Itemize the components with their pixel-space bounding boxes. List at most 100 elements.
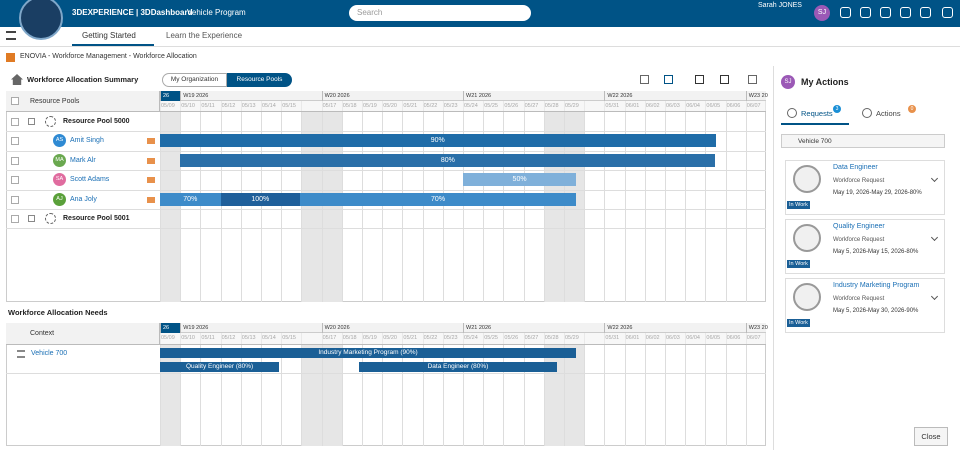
tab[interactable]: Learn the Experience: [166, 31, 243, 40]
card-title[interactable]: Data Engineer: [833, 164, 878, 171]
card-type: Workforce Request: [833, 296, 885, 302]
card-detail: May 5, 2026-May 15, 2026-80%: [833, 249, 919, 255]
person-link[interactable]: Scott Adams: [70, 176, 110, 184]
day-row: [160, 101, 766, 112]
week-label: W23 20: [745, 323, 770, 333]
week-label: W22 2026: [604, 91, 634, 101]
toolbar-icon[interactable]: [880, 7, 891, 18]
day-cell: [685, 333, 705, 446]
week-label: W21 2026: [463, 91, 493, 101]
person-link[interactable]: Mark Alr: [70, 156, 96, 164]
row-checkbox[interactable]: [11, 118, 19, 126]
row-checkbox[interactable]: [11, 137, 19, 146]
week-label: W20 2026: [321, 91, 352, 101]
search[interactable]: Search: [349, 5, 531, 21]
person-link[interactable]: Amit Singh: [70, 137, 104, 145]
header-checkbox[interactable]: [11, 97, 19, 105]
view-icon[interactable]: [695, 75, 704, 84]
allocation-bar[interactable]: 80%: [180, 153, 716, 167]
card-title[interactable]: Industry Marketing Program: [833, 282, 920, 289]
card-detail: May 5, 2026-May 30, 2026-90%: [833, 308, 919, 314]
view-icon[interactable]: [748, 75, 757, 84]
breadcrumb: ENOVIA - Workforce Management - Workforc…: [20, 53, 197, 60]
day-cell: [483, 333, 503, 446]
card-type: Workforce Request: [833, 237, 885, 243]
row-checkbox[interactable]: [11, 195, 19, 204]
allocation-bar[interactable]: 90%: [160, 134, 716, 148]
panel-tab[interactable]: Actions: [876, 109, 901, 118]
view-icon[interactable]: [664, 75, 673, 84]
day-cell: [341, 333, 362, 446]
shaded-column: [321, 345, 342, 446]
day-cell: [301, 333, 321, 446]
day-cell: [665, 101, 685, 302]
day-cell: [745, 333, 766, 446]
day-cell: [624, 101, 645, 302]
allocation-bar[interactable]: 70%: [160, 192, 221, 206]
day-cell: [584, 101, 604, 302]
need-bar[interactable]: Quality Engineer (80%): [160, 362, 280, 372]
assign-icon[interactable]: [147, 138, 155, 145]
day-row: [160, 333, 766, 345]
group-header[interactable]: Vehicle 700: [781, 134, 945, 148]
expand-toggle[interactable]: [28, 118, 35, 125]
toolbar-icon[interactable]: [920, 7, 931, 18]
toolbar-icon[interactable]: [860, 7, 871, 18]
day-cell: [200, 333, 220, 446]
week-label: W22 2026: [604, 323, 634, 333]
row-checkbox[interactable]: [11, 156, 19, 165]
view-icon[interactable]: [640, 75, 649, 84]
day-cell: [543, 333, 564, 446]
user-avatar[interactable]: SJ: [814, 5, 830, 21]
allocation-bar[interactable]: 70%: [299, 192, 577, 206]
day-cell: [160, 333, 180, 446]
tab[interactable]: Getting Started: [82, 31, 136, 40]
toggle[interactable]: My Organization: [162, 73, 227, 87]
assign-icon[interactable]: [147, 157, 155, 164]
toolbar-icon[interactable]: [900, 7, 911, 18]
card-detail: May 19, 2026-May 29, 2026-80%: [833, 190, 922, 196]
card-icon: [793, 224, 821, 252]
card-icon: [793, 165, 821, 193]
day-cell: [523, 333, 544, 446]
week-label: W19 2026: [180, 91, 210, 101]
person-link[interactable]: Ana Joly: [70, 195, 97, 203]
row-line: [6, 131, 766, 133]
context-link[interactable]: Vehicle 700: [31, 350, 68, 357]
day-cell: [604, 333, 624, 446]
tab-underline: [72, 44, 154, 46]
row-line: [6, 373, 766, 374]
day-cell: [402, 333, 422, 446]
toggle[interactable]: Resource Pools: [227, 73, 292, 87]
allocation-bar[interactable]: 50%: [463, 173, 577, 187]
day-cell: [725, 101, 746, 302]
assign-icon[interactable]: [147, 196, 155, 203]
expand-toggle[interactable]: [28, 215, 35, 222]
day-cell: [705, 333, 725, 446]
view-icon[interactable]: [720, 75, 729, 84]
panel-title: My Actions: [801, 77, 849, 87]
row-checkbox[interactable]: [11, 176, 19, 185]
shaded-column: [160, 112, 181, 302]
day-cell: [644, 333, 665, 446]
assign-icon[interactable]: [147, 177, 155, 184]
menu-icon[interactable]: [6, 31, 16, 40]
app-name: Vehicle Program: [187, 8, 246, 17]
row-checkbox[interactable]: [11, 215, 19, 223]
need-bar[interactable]: Data Engineer (80%): [358, 362, 557, 372]
row-line: [6, 170, 766, 172]
allocation-bar[interactable]: 100%: [220, 192, 300, 206]
need-bar[interactable]: Industry Marketing Program (90%): [160, 348, 577, 358]
panel-tab-icon: [862, 108, 872, 118]
toolbar-icon[interactable]: [942, 7, 953, 18]
panel-tab[interactable]: Requests: [801, 109, 833, 118]
close-button[interactable]: Close: [914, 427, 948, 446]
avatar: SA: [53, 173, 66, 187]
week-label: W19 2026: [180, 323, 210, 333]
day-cell: [180, 333, 200, 446]
toolbar-icon[interactable]: [840, 7, 851, 18]
card-title[interactable]: Quality Engineer: [833, 223, 885, 230]
brand: 3DEXPERIENCE | 3DDashboard: [72, 8, 193, 17]
day-cell: [281, 333, 301, 446]
day-cell: [725, 333, 746, 446]
